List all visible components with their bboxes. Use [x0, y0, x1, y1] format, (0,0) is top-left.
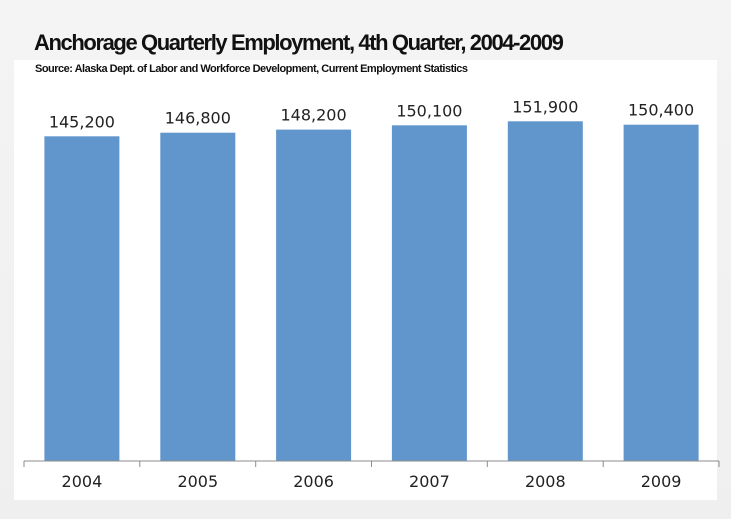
bar-2009 [623, 124, 699, 461]
bar-2006 [276, 129, 352, 461]
data-label-2004: 145,200 [49, 112, 115, 131]
chart-title: Anchorage Quarterly Employment, 4th Quar… [34, 30, 564, 55]
data-label-2008: 151,900 [512, 97, 578, 116]
x-tick-label-2009: 2009 [641, 472, 682, 491]
x-tick-label-2006: 2006 [293, 472, 334, 491]
x-axis-tick-labels: 2004 2005 2006 2007 2008 2009 [62, 472, 682, 491]
data-label-2005: 146,800 [165, 109, 231, 128]
bar-2007 [391, 125, 467, 462]
bar-2004 [44, 136, 120, 462]
plot-area [14, 60, 717, 500]
chart-subtitle: Source: Alaska Dept. of Labor and Workfo… [35, 63, 468, 75]
data-label-2007: 150,100 [396, 101, 462, 120]
x-tick-label-2004: 2004 [62, 472, 103, 491]
bar-2008 [507, 121, 583, 462]
bar-2005 [160, 132, 236, 461]
data-labels: 145,200 146,800 148,200 150,100 151,900 150,4… [49, 97, 694, 131]
x-tick-label-2005: 2005 [177, 472, 218, 491]
data-label-2006: 148,200 [281, 106, 347, 125]
data-label-2009: 150,400 [628, 101, 694, 120]
x-axis-ticks [23, 461, 720, 467]
x-tick-label-2007: 2007 [409, 472, 450, 491]
bar-series [44, 121, 699, 462]
x-tick-label-2008: 2008 [525, 472, 566, 491]
